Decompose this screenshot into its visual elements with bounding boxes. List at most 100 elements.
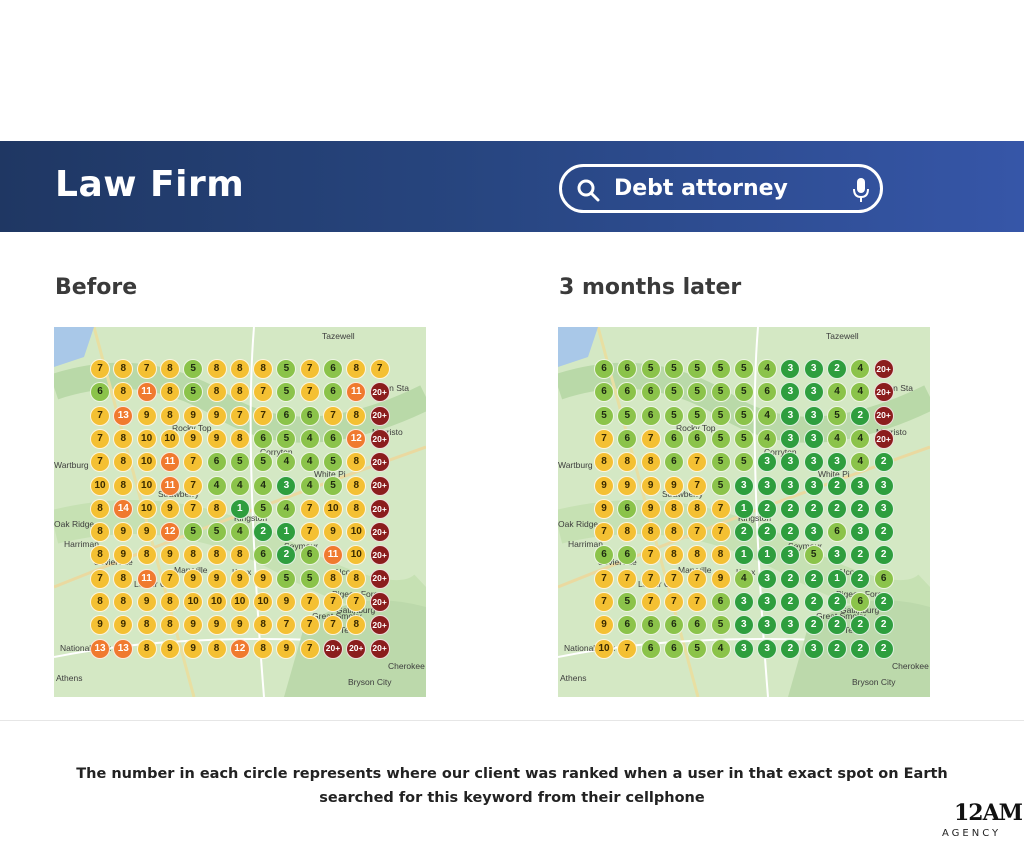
rank-dot: 5 [323, 475, 343, 496]
rank-dot: 7 [323, 592, 343, 612]
rank-dot: 10 [136, 452, 157, 473]
rank-dot: 7 [90, 405, 110, 426]
rank-dot: 2 [827, 615, 847, 636]
rank-dot: 8 [253, 359, 274, 379]
rank-dot: 8 [90, 592, 110, 612]
rank-dot: 7 [90, 568, 110, 589]
rank-dot: 7 [183, 498, 204, 519]
map-label: Rocky Top [676, 423, 716, 433]
rank-dot: 2 [850, 568, 871, 589]
rank-dot: 3 [733, 615, 754, 636]
rank-dot: 7 [594, 568, 614, 589]
rank-dot: 8 [594, 452, 614, 473]
rank-dot: 6 [594, 545, 614, 566]
rank-dot: 8 [253, 615, 274, 636]
rank-dot: 5 [710, 359, 731, 379]
search-icon[interactable] [576, 178, 600, 202]
rank-dot: 8 [113, 568, 134, 589]
map-label: Wartburg [54, 460, 89, 470]
rank-dot: 9 [159, 638, 180, 659]
map-label: Rocky Top [172, 423, 212, 433]
after-title: 3 months later [559, 275, 742, 300]
map-label: Alcoa [838, 567, 860, 577]
rank-dot: 6 [299, 545, 320, 566]
rank-dot: 8 [113, 359, 134, 379]
rank-dot: 2 [780, 498, 801, 519]
search-query[interactable]: Debt attorney [614, 176, 788, 201]
rank-dot: 8 [113, 428, 134, 449]
rank-dot: 20+ [369, 522, 390, 543]
rank-dot: 9 [113, 522, 134, 543]
rank-dot: 9 [594, 498, 614, 519]
rank-dot: 6 [594, 359, 614, 379]
rank-dot: 6 [687, 615, 708, 636]
map-label: Athens [560, 673, 587, 683]
microphone-icon[interactable] [852, 177, 870, 203]
map-label: White Pi [818, 469, 850, 479]
search-bar[interactable]: Debt attorney [559, 164, 883, 213]
rank-dot: 9 [183, 615, 204, 636]
rank-dot: 6 [850, 592, 871, 612]
map-label: Seymour [284, 541, 319, 551]
rank-dot: 9 [159, 498, 180, 519]
rank-dot: 6 [617, 359, 638, 379]
rank-dot: 20+ [369, 568, 390, 589]
rank-dot: 2 [873, 592, 894, 612]
rank-dot: 10 [323, 498, 343, 519]
rank-dot: 10 [136, 475, 157, 496]
rank-dot: 4 [229, 475, 250, 496]
rank-dot: 20+ [369, 545, 390, 566]
rank-dot: 7 [159, 568, 180, 589]
rank-dot: 2 [873, 522, 894, 543]
rank-dot: 6 [90, 382, 110, 403]
rank-dot: 6 [323, 382, 343, 403]
rank-dot: 6 [594, 382, 614, 403]
rank-dot: 9 [206, 405, 227, 426]
rank-dot: 9 [617, 475, 638, 496]
rank-dot: 4 [827, 428, 847, 449]
rank-dot: 9 [113, 615, 134, 636]
rank-dot: 7 [90, 452, 110, 473]
rank-dot: 2 [757, 522, 778, 543]
rank-dot: 5 [687, 382, 708, 403]
rank-dot: 20+ [369, 475, 390, 496]
map-label: Corryton [764, 447, 797, 457]
rank-dot: 2 [803, 592, 824, 612]
rank-dot: 3 [780, 428, 801, 449]
rank-dot: 8 [183, 545, 204, 566]
rank-dot: 5 [206, 522, 227, 543]
caption: The number in each circle represents whe… [60, 762, 964, 810]
rank-dot: 5 [253, 498, 274, 519]
rank-dot: 5 [733, 359, 754, 379]
rank-dot: 5 [663, 359, 684, 379]
rank-dot: 8 [206, 359, 227, 379]
rank-dot: 1 [229, 498, 250, 519]
rank-dot: 10 [594, 638, 614, 659]
rank-dot: 2 [276, 545, 297, 566]
rank-dot: 2 [850, 545, 871, 566]
rank-dot: 4 [206, 475, 227, 496]
rank-dot: 8 [617, 522, 638, 543]
rank-dot: 2 [850, 638, 871, 659]
rank-dot: 3 [780, 382, 801, 403]
rank-dot: 6 [757, 382, 778, 403]
rank-dot: 2 [803, 615, 824, 636]
rank-dot: 7 [346, 592, 367, 612]
rank-dot: 3 [733, 592, 754, 612]
rank-dot: 10 [346, 522, 367, 543]
map-label: Seymour [788, 541, 823, 551]
rank-dot: 8 [323, 568, 343, 589]
rank-dot: 7 [299, 615, 320, 636]
rank-dot: 5 [663, 382, 684, 403]
divider [0, 720, 1024, 721]
rank-dot: 5 [733, 452, 754, 473]
rank-dot: 2 [873, 615, 894, 636]
rank-dot: 3 [276, 475, 297, 496]
map-label: Oak Ridge [558, 519, 599, 529]
rank-dot: 20+ [369, 405, 390, 426]
rank-dot: 2 [780, 592, 801, 612]
rank-dot: 9 [594, 475, 614, 496]
rank-dot: 5 [827, 405, 847, 426]
rank-dot: 6 [640, 382, 661, 403]
map-label: Tazewell [322, 331, 355, 341]
